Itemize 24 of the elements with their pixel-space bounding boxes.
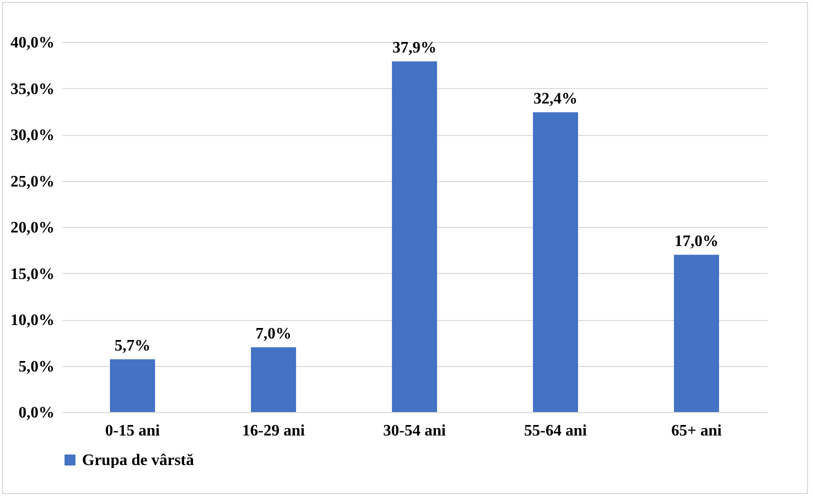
data-label: 17,0% bbox=[674, 232, 718, 250]
y-tick-label: 30,0% bbox=[10, 127, 54, 144]
data-label: 37,9% bbox=[392, 39, 436, 56]
x-tick-label: 65+ ani bbox=[671, 422, 722, 440]
bar bbox=[110, 359, 156, 412]
y-tick-label: 20,0% bbox=[10, 220, 54, 236]
y-tick-label: 15,0% bbox=[10, 266, 54, 283]
x-tick-label: 55-64 ani bbox=[524, 422, 588, 440]
y-tick-label: 25,0% bbox=[10, 173, 54, 190]
data-label: 32,4% bbox=[534, 90, 578, 108]
x-tick-label: 30-54 ani bbox=[383, 422, 446, 440]
x-tick-label: 16-29 ani bbox=[242, 422, 306, 440]
y-tick-label: 40,0% bbox=[10, 34, 54, 52]
y-tick-label: 35,0% bbox=[10, 80, 54, 98]
bar bbox=[250, 347, 296, 412]
x-tick-label: 0-15 ani bbox=[105, 422, 160, 440]
bar bbox=[674, 254, 720, 412]
bar bbox=[392, 61, 438, 412]
bar bbox=[532, 112, 578, 412]
y-tick-label: 5,0% bbox=[18, 358, 54, 376]
y-tick-label: 0,0% bbox=[18, 404, 54, 422]
y-tick-label: 10,0% bbox=[10, 312, 54, 329]
data-label: 7,0% bbox=[256, 325, 292, 342]
data-label: 5,7% bbox=[114, 337, 150, 354]
